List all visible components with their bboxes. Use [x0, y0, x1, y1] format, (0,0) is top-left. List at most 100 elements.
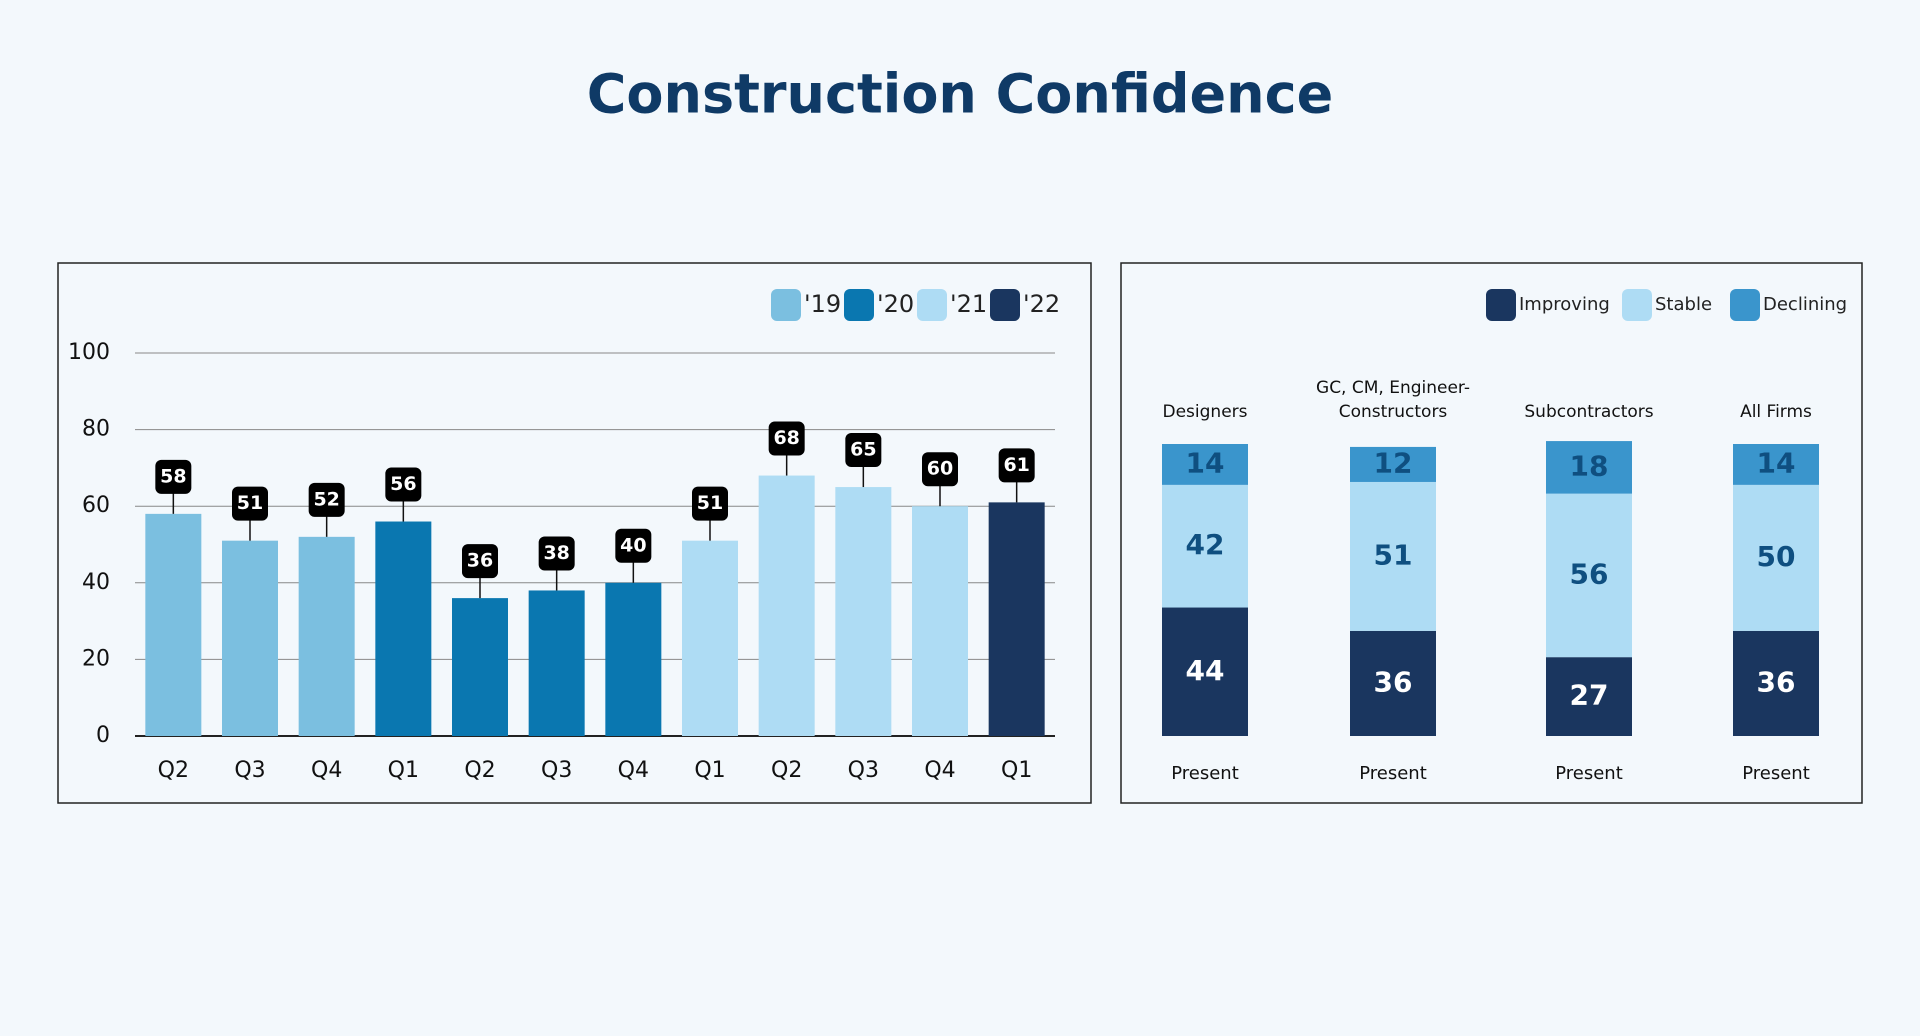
bar — [758, 475, 815, 736]
label-box — [155, 459, 192, 494]
label-box — [845, 433, 882, 468]
bar-segment — [1733, 630, 1819, 736]
bar-segment — [1350, 446, 1436, 482]
data-label: 14 — [1186, 446, 1225, 479]
data-label: 14 — [1757, 446, 1796, 479]
category-label: All Firms — [1740, 402, 1812, 422]
x-tick-label: Q2 — [771, 758, 802, 783]
category-sublabel: Present — [1359, 763, 1427, 784]
bar-segment — [1546, 657, 1632, 736]
legend-swatch — [771, 289, 801, 321]
bar — [988, 502, 1045, 736]
data-label: 36 — [1757, 665, 1796, 698]
bar-segment — [1350, 630, 1436, 736]
bar-segment — [1733, 444, 1819, 485]
x-tick-label: Q3 — [234, 758, 265, 783]
category-label: Designers — [1162, 402, 1248, 422]
bar — [452, 598, 508, 736]
category-label: GC, CM, Engineer-Constructors — [1316, 378, 1470, 422]
label-box — [308, 482, 345, 517]
data-label: 12 — [1374, 446, 1413, 479]
bar-segment — [1733, 484, 1819, 631]
data-label: 52 — [313, 488, 339, 510]
data-label: 51 — [1374, 538, 1413, 571]
data-label: 60 — [927, 458, 953, 480]
label-box — [615, 528, 652, 563]
x-tick-label: Q4 — [924, 758, 955, 783]
bar-segment — [1546, 493, 1632, 658]
data-label: 38 — [543, 542, 569, 564]
bar — [605, 582, 662, 736]
bar — [145, 513, 202, 736]
data-label: 27 — [1570, 679, 1609, 712]
label-box — [462, 544, 498, 579]
bar — [912, 506, 968, 736]
legend-swatch — [1730, 289, 1760, 321]
label-box — [922, 452, 958, 487]
bar — [298, 536, 355, 736]
y-tick-label: 100 — [68, 340, 110, 365]
x-tick-label: Q2 — [464, 758, 495, 783]
legend-swatch — [1622, 289, 1652, 321]
chart-title: Construction Confidence — [587, 63, 1333, 126]
bar-segment — [1546, 441, 1632, 494]
legend-swatch — [990, 289, 1020, 321]
y-tick-label: 60 — [82, 493, 110, 518]
bar — [682, 540, 738, 736]
legend-label: '21 — [950, 290, 987, 318]
label-box — [538, 536, 575, 571]
category-sublabel: Present — [1171, 763, 1239, 784]
panel — [1120, 262, 1863, 804]
x-tick-label: Q1 — [388, 758, 419, 783]
label-box — [768, 421, 805, 456]
y-tick-label: 80 — [82, 417, 110, 442]
panel — [57, 262, 1092, 804]
category-label: Subcontractors — [1524, 402, 1654, 422]
data-label: 56 — [390, 473, 416, 495]
bar — [375, 521, 432, 736]
label-box — [692, 486, 728, 521]
data-label: 18 — [1570, 449, 1609, 482]
bar-segment — [1162, 484, 1248, 608]
data-label: 40 — [620, 534, 646, 556]
x-tick-label: Q1 — [694, 758, 725, 783]
legend-swatch — [917, 289, 947, 321]
y-tick-label: 20 — [82, 646, 110, 671]
bar — [528, 590, 585, 736]
category-sublabel: Present — [1742, 763, 1810, 784]
x-tick-label: Q3 — [541, 758, 572, 783]
legend-label: '22 — [1023, 290, 1060, 318]
legend-swatch — [1486, 289, 1516, 321]
x-tick-label: Q4 — [618, 758, 649, 783]
data-label: 58 — [160, 465, 186, 487]
x-tick-label: Q4 — [311, 758, 342, 783]
legend-label: Declining — [1763, 294, 1847, 315]
data-label: 65 — [850, 439, 876, 461]
label-box — [232, 486, 268, 521]
data-label: 68 — [773, 427, 799, 449]
data-label: 42 — [1186, 528, 1225, 561]
data-label: 61 — [1003, 454, 1029, 476]
label-box — [385, 467, 422, 502]
bar — [222, 540, 278, 736]
legend-label: '19 — [804, 290, 841, 318]
label-box — [998, 448, 1035, 483]
legend-label: Improving — [1519, 294, 1610, 315]
bar-segment — [1350, 481, 1436, 631]
y-tick-label: 40 — [82, 570, 110, 595]
y-tick-label: 0 — [96, 723, 110, 748]
data-label: 36 — [467, 550, 493, 572]
data-label: 51 — [237, 492, 263, 514]
data-label: 44 — [1186, 654, 1225, 687]
data-label: 36 — [1374, 665, 1413, 698]
legend-label: '20 — [877, 290, 914, 318]
x-tick-label: Q3 — [848, 758, 879, 783]
category-sublabel: Present — [1555, 763, 1623, 784]
legend-label: Stable — [1655, 294, 1712, 315]
legend-swatch — [844, 289, 874, 321]
data-label: 56 — [1570, 557, 1609, 590]
data-label: 50 — [1757, 540, 1796, 573]
data-label: 51 — [697, 492, 723, 514]
